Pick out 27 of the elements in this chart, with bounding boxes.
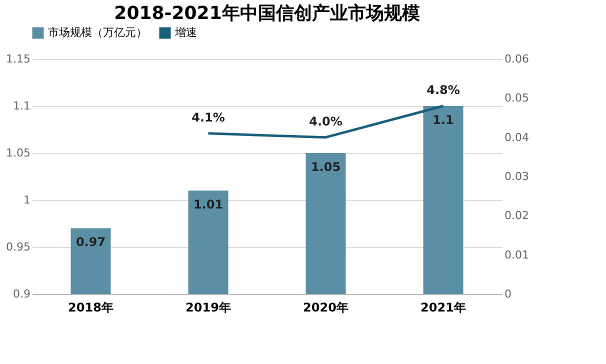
- y-tick-label: 1: [24, 194, 30, 206]
- y2-tick-label: 0.05: [504, 92, 529, 105]
- chart-title: 2018-2021年中国信创产业市场规模: [114, 3, 420, 24]
- y2-tick-label: 0.03: [504, 170, 529, 183]
- data-label: 1.01: [193, 198, 224, 212]
- x-tick-label: 2020年: [303, 300, 348, 314]
- x-tick-label: 2019年: [186, 300, 231, 314]
- y2-tick-label: 0.04: [504, 130, 529, 144]
- y-tick-label: 1.05: [6, 146, 30, 160]
- y-tick-label: 0.95: [6, 240, 30, 254]
- y2-tick-label: 0: [504, 288, 512, 300]
- x-tick-label: 2018年: [68, 300, 114, 314]
- y-tick-label: 1.15: [6, 52, 30, 66]
- y2-tick-label: 0.01: [504, 248, 529, 262]
- data-label: 4.1%: [192, 110, 225, 124]
- y-tick-label: 0.9: [13, 288, 30, 300]
- data-label: 1.05: [310, 160, 341, 174]
- legend-label: 市场规模（万亿元）: [48, 26, 147, 39]
- legend-label: 增速: [174, 26, 197, 39]
- y2-tick-label: 0.02: [504, 209, 529, 222]
- data-label: 4.0%: [309, 114, 342, 128]
- data-label: 1.1: [432, 113, 454, 127]
- data-label: 4.8%: [426, 83, 460, 97]
- data-label: 0.97: [76, 235, 106, 250]
- y2-tick-label: 0.06: [504, 52, 529, 66]
- x-tick-label: 2021年: [420, 300, 466, 314]
- y-tick-label: 1.1: [13, 100, 30, 112]
